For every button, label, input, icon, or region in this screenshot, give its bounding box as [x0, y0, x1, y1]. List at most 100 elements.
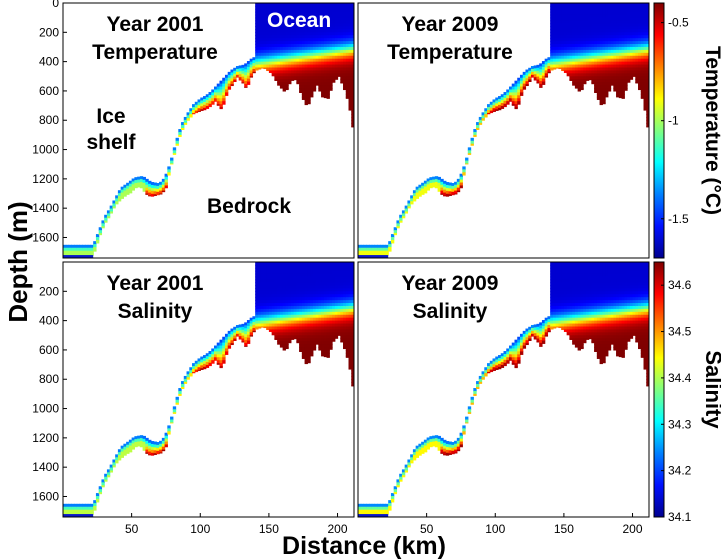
- field-cell: [150, 193, 155, 197]
- field-cell: [233, 335, 237, 340]
- field-cell: [591, 311, 595, 316]
- field-cell: [227, 74, 232, 79]
- field-cell: [351, 114, 354, 118]
- field-cell: [285, 329, 289, 333]
- field-cell: [277, 38, 281, 42]
- field-cell: [585, 279, 590, 284]
- field-cell: [290, 279, 295, 284]
- field-cell: [607, 52, 612, 57]
- field-cell: [307, 288, 311, 292]
- field-cell: [268, 11, 273, 16]
- field-cell: [208, 356, 212, 361]
- field-cell: [82, 503, 86, 508]
- field-cell: [321, 32, 325, 36]
- field-cell: [312, 291, 317, 295]
- field-cell: [279, 300, 284, 304]
- field-cell: [101, 485, 105, 488]
- field-cell: [572, 311, 576, 316]
- field-cell: [500, 353, 505, 357]
- field-cell: [293, 297, 297, 301]
- field-cell: [583, 288, 587, 292]
- field-cell: [332, 282, 336, 287]
- field-cell: [65, 247, 70, 252]
- field-cell: [230, 340, 234, 344]
- field-cell: [310, 297, 314, 301]
- field-cell: [643, 46, 647, 51]
- field-cell: [351, 3, 354, 7]
- field-cell: [340, 67, 344, 72]
- field-cell: [363, 253, 367, 256]
- field-cell: [301, 46, 306, 51]
- field-cell: [323, 303, 328, 307]
- field-cell: [277, 264, 281, 269]
- field-cell: [115, 454, 119, 458]
- field-cell: [618, 67, 623, 72]
- field-cell: [307, 264, 311, 269]
- field-cell: [340, 11, 344, 16]
- field-cell: [566, 29, 570, 33]
- field-cell: [139, 441, 144, 445]
- field-cell: [566, 46, 570, 51]
- field-cell: [279, 344, 284, 348]
- field-cell: [343, 61, 347, 66]
- field-cell: [351, 267, 354, 272]
- field-cell: [310, 317, 314, 322]
- field-cell: [343, 297, 347, 301]
- field-cell: [503, 92, 507, 96]
- field-cell: [351, 264, 354, 269]
- field-cell: [318, 23, 322, 28]
- field-cell: [596, 49, 601, 54]
- field-cell: [577, 76, 581, 80]
- field-cell: [266, 262, 270, 266]
- field-cell: [285, 262, 289, 266]
- field-cell: [296, 288, 300, 292]
- field-cell: [580, 329, 584, 333]
- field-cell: [580, 326, 584, 331]
- field-cell: [304, 55, 308, 60]
- field-cell: [153, 182, 157, 187]
- field-cell: [602, 73, 606, 77]
- field-cell: [277, 323, 281, 328]
- field-cell: [577, 305, 581, 310]
- field-cell: [263, 3, 267, 7]
- field-cell: [434, 182, 439, 186]
- field-cell: [271, 273, 275, 278]
- field-cell: [315, 308, 319, 313]
- field-cell: [580, 344, 584, 348]
- field-cell: [296, 5, 300, 10]
- field-cell: [345, 70, 350, 74]
- field-cell: [296, 67, 300, 72]
- field-cell: [561, 8, 565, 13]
- field-cell: [467, 412, 472, 414]
- field-cell: [200, 356, 204, 361]
- field-cell: [599, 67, 603, 72]
- field-cell: [307, 96, 311, 101]
- field-cell: [602, 17, 606, 22]
- field-cell: [255, 38, 259, 42]
- field-cell: [594, 297, 598, 301]
- field-cell: [205, 364, 210, 368]
- field-cell: [293, 64, 297, 69]
- field-cell: [285, 44, 289, 48]
- field-cell: [358, 506, 362, 511]
- field-cell: [315, 44, 319, 48]
- field-cell: [484, 108, 488, 112]
- field-cell: [318, 88, 322, 92]
- field-cell: [552, 55, 557, 60]
- field-cell: [290, 308, 295, 313]
- field-cell: [580, 291, 584, 295]
- field-cell: [572, 67, 576, 72]
- field-cell: [594, 344, 598, 348]
- field-cell: [296, 82, 300, 85]
- field-cell: [351, 90, 354, 95]
- field-cell: [150, 449, 155, 454]
- field-cell: [323, 332, 328, 336]
- field-cell: [137, 435, 141, 440]
- field-cell: [585, 61, 590, 66]
- field-cell: [268, 67, 273, 72]
- field-cell: [170, 157, 174, 162]
- field-cell: [635, 29, 639, 33]
- field-cell: [296, 38, 300, 42]
- field-cell: [530, 66, 535, 70]
- field-cell: [348, 26, 352, 30]
